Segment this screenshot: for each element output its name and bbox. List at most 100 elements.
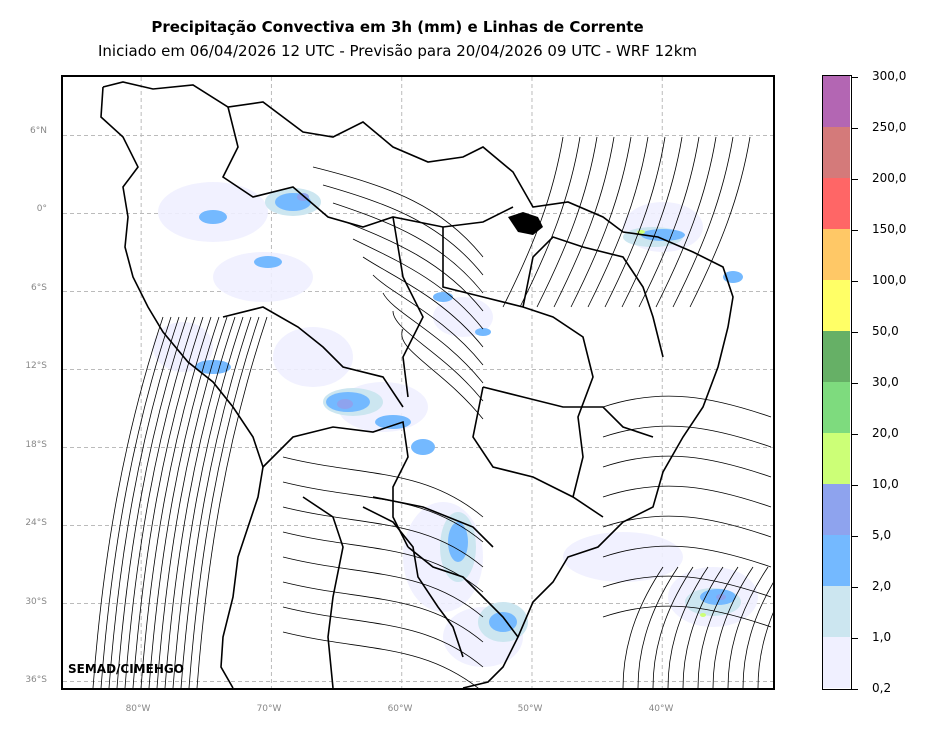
colorbar-tick bbox=[852, 331, 858, 333]
colorbar-tick bbox=[852, 76, 858, 78]
streamline-icon bbox=[352, 238, 484, 330]
colorbar-tick bbox=[852, 178, 858, 180]
streamline-icon bbox=[92, 316, 164, 688]
streamline-icon bbox=[602, 425, 772, 448]
streamline-icon bbox=[570, 136, 632, 308]
streamline-icon bbox=[602, 395, 772, 418]
streamline-icon bbox=[362, 256, 484, 348]
streamlines-layer bbox=[92, 136, 773, 688]
colorbar-tick bbox=[852, 229, 858, 231]
lat-label: 30°S bbox=[25, 597, 47, 607]
streamline-icon bbox=[124, 316, 196, 688]
colorbar-tick bbox=[852, 688, 858, 690]
streamline-icon bbox=[116, 316, 188, 688]
colorbar-segment bbox=[823, 433, 850, 484]
lon-label: 80°W bbox=[125, 704, 151, 714]
streamline-icon bbox=[100, 316, 172, 688]
colorbar-segment bbox=[823, 637, 850, 688]
streamline-icon bbox=[188, 316, 260, 688]
streamline-icon bbox=[132, 316, 204, 688]
lat-label: 0° bbox=[36, 204, 47, 214]
streamline-icon bbox=[148, 316, 220, 688]
lon-label: 70°W bbox=[256, 704, 282, 714]
colorbar-label: 1,0 bbox=[872, 629, 892, 644]
streamline-icon bbox=[553, 136, 615, 308]
streamline-icon bbox=[604, 136, 666, 308]
colorbar-segment bbox=[823, 280, 850, 331]
streamline-icon bbox=[697, 566, 739, 688]
colorbar-segment bbox=[823, 484, 850, 535]
colorbar-tick bbox=[852, 484, 858, 486]
streamline-icon bbox=[312, 166, 484, 258]
colorbar-tick bbox=[852, 433, 858, 435]
streamline-icon bbox=[587, 136, 649, 308]
streamline-icon bbox=[682, 566, 724, 688]
colorbar-label: 5,0 bbox=[872, 527, 892, 542]
streamline-icon bbox=[282, 506, 484, 568]
colorbar-label: 200,0 bbox=[872, 170, 907, 185]
streamline-icon bbox=[196, 316, 268, 688]
colorbar-tick bbox=[852, 280, 858, 282]
lat-label: 18°S bbox=[25, 440, 47, 450]
colorbar-segment bbox=[823, 535, 850, 586]
colorbar-label: 10,0 bbox=[872, 476, 899, 491]
colorbar-segment bbox=[823, 331, 850, 382]
streamline-icon bbox=[519, 136, 581, 308]
lat-label: 12°S bbox=[25, 361, 47, 371]
streamline-icon bbox=[622, 566, 664, 688]
precipitation-layer bbox=[153, 182, 758, 667]
colorbar-label: 100,0 bbox=[872, 272, 907, 287]
colorbar-segment bbox=[823, 178, 850, 229]
colorbar-tick bbox=[852, 382, 858, 384]
map-title: Precipitação Convectiva em 3h (mm) e Lin… bbox=[151, 18, 644, 36]
colorbar-tick bbox=[852, 127, 858, 129]
streamline-icon bbox=[401, 328, 484, 420]
streamline-icon bbox=[372, 274, 484, 366]
streamline-icon bbox=[282, 556, 484, 618]
colorbar-tick bbox=[852, 535, 858, 537]
colorbar-label: 30,0 bbox=[872, 374, 899, 389]
streamline-icon bbox=[655, 136, 717, 308]
lat-label: 6°N bbox=[30, 126, 47, 136]
streamline-icon bbox=[602, 575, 772, 598]
colorbar-segment bbox=[823, 127, 850, 178]
colorbar-label: 50,0 bbox=[872, 323, 899, 338]
colorbar bbox=[822, 75, 852, 690]
streamline-icon bbox=[672, 136, 734, 308]
colorbar-label: 300,0 bbox=[872, 68, 907, 83]
streamline-icon bbox=[757, 612, 773, 688]
streamline-icon bbox=[652, 566, 694, 688]
colorbar-segment bbox=[823, 229, 850, 280]
colorbar-tick bbox=[852, 637, 858, 639]
map-canvas[interactable] bbox=[63, 77, 773, 688]
streamline-icon bbox=[332, 202, 484, 294]
streamline-icon bbox=[108, 316, 180, 688]
streamline-icon bbox=[602, 605, 772, 628]
lat-label: 36°S bbox=[25, 675, 47, 685]
streamline-icon bbox=[164, 316, 236, 688]
colorbar-label: 2,0 bbox=[872, 578, 892, 593]
streamline-icon bbox=[282, 631, 479, 688]
streamline-icon bbox=[282, 581, 484, 643]
streamline-icon bbox=[382, 292, 484, 384]
streamline-icon bbox=[140, 316, 212, 688]
streamline-icon bbox=[392, 310, 484, 402]
lat-label: 6°S bbox=[31, 283, 47, 293]
streamline-icon bbox=[712, 566, 754, 688]
streamline-icon bbox=[172, 316, 244, 688]
colorbar-label: 150,0 bbox=[872, 221, 907, 236]
streamline-icon bbox=[322, 184, 484, 276]
colorbar-segment bbox=[823, 382, 850, 433]
streamline-icon bbox=[637, 566, 679, 688]
colorbar-segment bbox=[823, 76, 850, 127]
map-panel[interactable] bbox=[61, 75, 775, 690]
lat-label: 24°S bbox=[25, 518, 47, 528]
lon-label: 40°W bbox=[648, 704, 674, 714]
colorbar-label: 20,0 bbox=[872, 425, 899, 440]
streamline-icon bbox=[536, 136, 598, 308]
streamline-icon bbox=[689, 136, 751, 308]
streamline-icon bbox=[602, 485, 772, 508]
country-borders bbox=[100, 81, 734, 688]
streamline-icon bbox=[727, 566, 769, 688]
lon-label: 50°W bbox=[517, 704, 543, 714]
